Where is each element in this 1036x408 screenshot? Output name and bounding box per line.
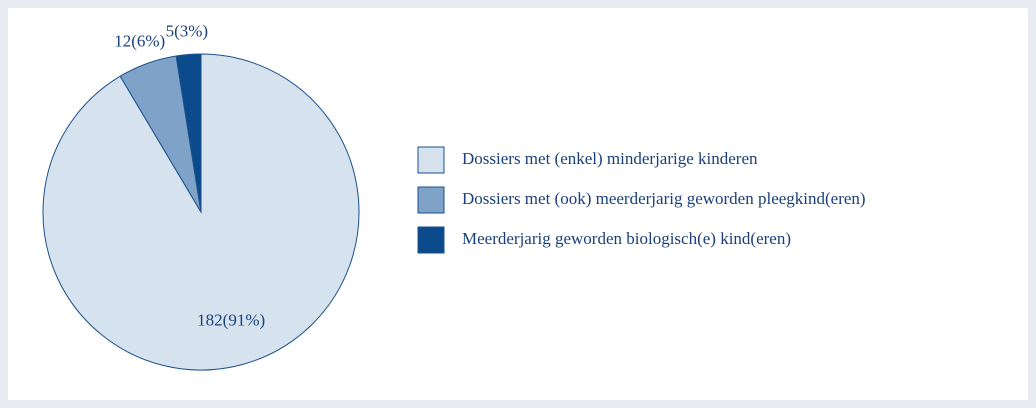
legend-label: Dossiers met (enkel) minderjarige kinder… bbox=[462, 149, 758, 168]
legend-swatch bbox=[417, 146, 445, 174]
pie-slice bbox=[175, 53, 202, 213]
legend-label: Dossiers met (ook) meerderjarig geworden… bbox=[462, 189, 866, 208]
slice-label: 5(3%) bbox=[166, 21, 208, 40]
slice-label: 12(6%) bbox=[114, 32, 165, 51]
slice-label: 182(91%) bbox=[197, 311, 265, 330]
legend-swatch bbox=[417, 186, 445, 214]
legend-swatch bbox=[417, 226, 445, 254]
legend-label: Meerderjarig geworden biologisch(e) kind… bbox=[462, 229, 791, 248]
